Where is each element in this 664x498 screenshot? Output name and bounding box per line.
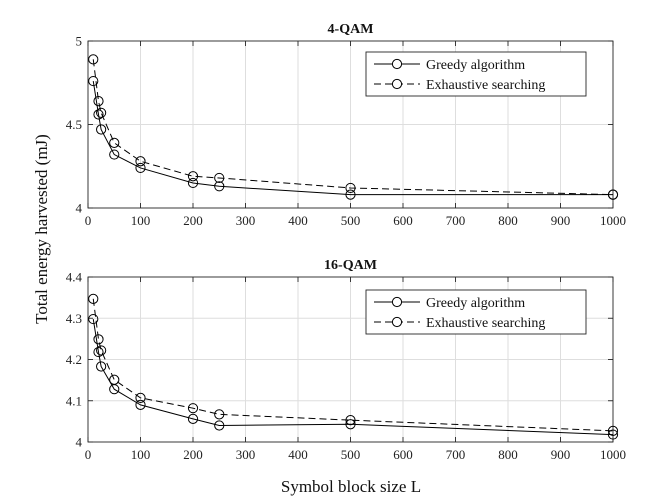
data-point-exhaustive bbox=[93, 334, 104, 345]
x-tick-label: 700 bbox=[446, 447, 466, 462]
data-point-greedy bbox=[345, 419, 356, 430]
y-tick-label: 5 bbox=[76, 34, 83, 49]
data-point-greedy bbox=[109, 149, 120, 160]
legend-marker bbox=[391, 78, 403, 90]
data-point-exhaustive bbox=[345, 182, 356, 194]
y-tick-label: 4.1 bbox=[66, 393, 82, 408]
legend-marker bbox=[391, 296, 403, 308]
x-tick-label: 0 bbox=[85, 447, 92, 462]
series-line-exhaustive bbox=[92, 59, 614, 196]
x-tick-label: 900 bbox=[551, 213, 571, 228]
data-point-exhaustive bbox=[88, 293, 99, 304]
y-tick-label: 4.3 bbox=[66, 311, 82, 326]
data-point-exhaustive bbox=[187, 403, 199, 414]
chart-title: 16-QAM bbox=[324, 258, 377, 273]
x-tick-label: 200 bbox=[183, 447, 203, 462]
legend-marker bbox=[391, 58, 403, 70]
y-tick-label: 4 bbox=[76, 435, 83, 450]
data-point-exhaustive bbox=[96, 345, 107, 356]
x-tick-label: 700 bbox=[446, 213, 466, 228]
data-point-greedy bbox=[214, 420, 225, 431]
chart-title: 4-QAM bbox=[328, 22, 374, 37]
y-tick-label: 4.5 bbox=[66, 117, 82, 132]
x-tick-label: 1000 bbox=[600, 447, 626, 462]
data-point-greedy bbox=[93, 109, 104, 120]
y-axis-label: Total energy harvested (mJ) bbox=[32, 134, 51, 324]
x-tick-label: 0 bbox=[85, 213, 92, 228]
data-point-greedy bbox=[214, 181, 225, 192]
legend-label: Exhaustive searching bbox=[426, 316, 545, 331]
series-line-exhaustive bbox=[92, 298, 614, 432]
data-point-exhaustive bbox=[187, 171, 199, 182]
legend-box bbox=[365, 51, 587, 97]
legend-marker bbox=[391, 316, 403, 328]
data-point-greedy bbox=[96, 361, 107, 372]
x-tick-label: 800 bbox=[498, 447, 518, 462]
x-axis-label: Symbol block size L bbox=[281, 477, 421, 496]
legend-box bbox=[365, 289, 587, 335]
data-point-greedy bbox=[93, 346, 104, 358]
data-point-exhaustive bbox=[135, 392, 146, 403]
data-point-exhaustive bbox=[96, 107, 107, 118]
data-point-exhaustive bbox=[93, 96, 104, 107]
x-tick-label: 600 bbox=[393, 447, 413, 462]
legend-label: Greedy algorithm bbox=[426, 58, 525, 73]
data-point-greedy bbox=[88, 313, 99, 325]
legend-label: Exhaustive searching bbox=[426, 78, 545, 93]
y-tick-label: 4 bbox=[76, 201, 83, 216]
x-tick-label: 500 bbox=[341, 447, 361, 462]
data-point-greedy bbox=[135, 162, 146, 174]
legend-label: Greedy algorithm bbox=[426, 296, 525, 311]
y-tick-label: 4.4 bbox=[66, 270, 83, 285]
chart-panel-4qam: 0 100 200 300 400 500 600 700 800 900 1000 4 4.5 5 4-Q… bbox=[66, 22, 626, 228]
data-point-exhaustive bbox=[345, 415, 356, 426]
data-point-exhaustive bbox=[88, 54, 99, 65]
data-point-greedy bbox=[607, 429, 619, 440]
data-point-greedy bbox=[187, 413, 199, 424]
data-point-exhaustive bbox=[135, 156, 146, 167]
data-point-greedy bbox=[135, 399, 146, 410]
data-point-exhaustive bbox=[214, 172, 225, 184]
data-point-exhaustive bbox=[109, 374, 120, 385]
data-point-exhaustive bbox=[607, 425, 619, 436]
data-point-greedy bbox=[96, 124, 107, 135]
x-tick-label: 500 bbox=[341, 213, 361, 228]
chart-panel-16qam: 0 100 200 300 400 500 600 700 800 900 1000 4 4.1 4.2 4… bbox=[66, 258, 626, 462]
x-tick-label: 600 bbox=[393, 213, 413, 228]
x-tick-label: 100 bbox=[131, 213, 151, 228]
x-tick-label: 1000 bbox=[600, 213, 626, 228]
x-tick-label: 400 bbox=[288, 213, 308, 228]
data-point-exhaustive bbox=[109, 137, 120, 148]
x-tick-label: 400 bbox=[288, 447, 308, 462]
x-tick-label: 900 bbox=[551, 447, 571, 462]
data-point-exhaustive bbox=[607, 189, 619, 200]
x-tick-label: 200 bbox=[183, 213, 203, 228]
data-point-greedy bbox=[187, 177, 199, 189]
data-point-exhaustive bbox=[214, 409, 225, 420]
data-point-greedy bbox=[345, 189, 356, 200]
x-tick-label: 100 bbox=[131, 447, 151, 462]
y-tick-label: 4.2 bbox=[66, 352, 82, 367]
x-tick-label: 300 bbox=[236, 213, 256, 228]
x-tick-label: 800 bbox=[498, 213, 518, 228]
x-tick-label: 300 bbox=[236, 447, 256, 462]
data-point-greedy bbox=[88, 75, 99, 87]
